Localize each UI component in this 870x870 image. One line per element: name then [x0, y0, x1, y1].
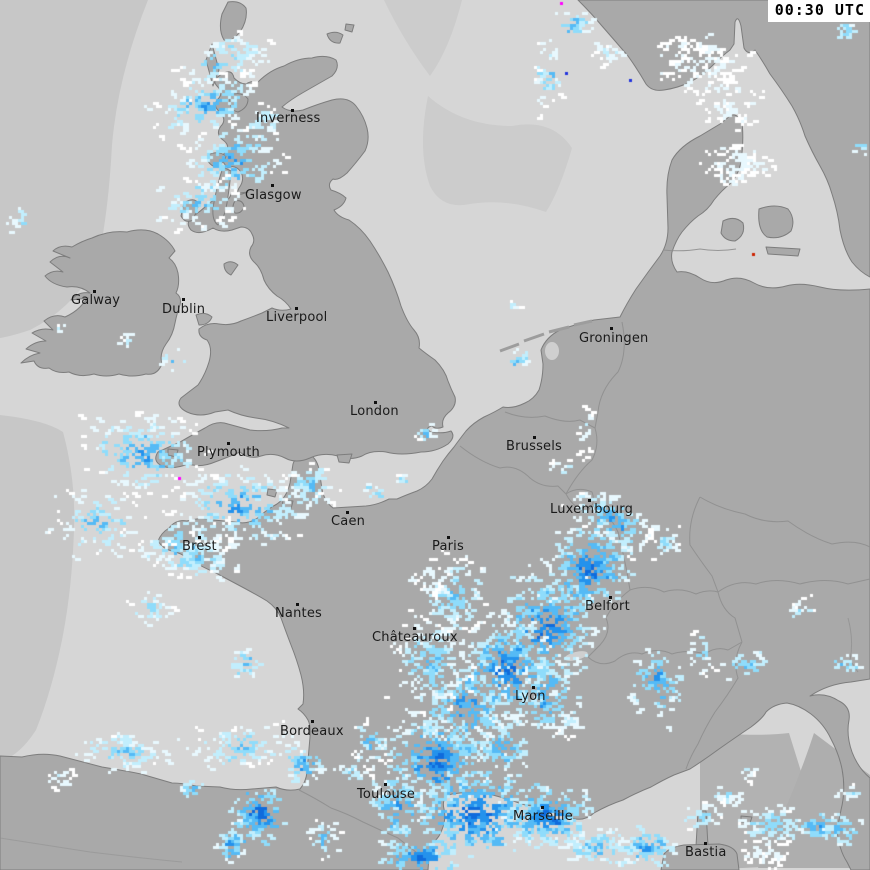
- city-dot: [610, 327, 613, 330]
- city-dot: [346, 511, 349, 514]
- city-label: London: [350, 404, 399, 419]
- city-label: Bordeaux: [280, 724, 344, 739]
- city-label: Brest: [182, 539, 217, 554]
- city-label: Brussels: [506, 439, 563, 454]
- city-dot: [295, 307, 298, 310]
- city-dot: [198, 536, 201, 539]
- city-dot: [311, 720, 314, 723]
- city-dot: [533, 436, 536, 439]
- city-label: Groningen: [579, 331, 649, 346]
- city-label: Plymouth: [197, 445, 260, 460]
- city-label: Luxembourg: [550, 502, 634, 517]
- city-label: Liverpool: [266, 310, 328, 325]
- city-label: Belfort: [585, 599, 630, 614]
- city-dot: [271, 184, 274, 187]
- city-dot: [609, 596, 612, 599]
- city-label: Inverness: [256, 111, 321, 126]
- city-dot: [227, 442, 230, 445]
- city-dot: [588, 499, 591, 502]
- city-label: Toulouse: [357, 787, 416, 802]
- city-label: Bastia: [685, 845, 727, 860]
- city-label: Galway: [71, 293, 121, 308]
- city-dot: [704, 842, 707, 845]
- city-label: Lyon: [515, 689, 546, 704]
- city-dot: [182, 298, 185, 301]
- city-dot: [447, 536, 450, 539]
- city-label: Châteauroux: [372, 630, 458, 645]
- city-dot: [296, 603, 299, 606]
- city-dot: [413, 627, 416, 630]
- city-dot: [532, 686, 535, 689]
- city-label: Glasgow: [245, 188, 302, 203]
- city-dot: [291, 109, 294, 112]
- city-label: Dublin: [162, 302, 206, 317]
- city-label: Marseille: [513, 809, 573, 824]
- city-dot: [541, 806, 544, 809]
- city-dot: [374, 401, 377, 404]
- city-label: Nantes: [275, 606, 322, 621]
- timestamp-text: 00:30 UTC: [774, 1, 865, 19]
- timestamp-badge: 00:30 UTC: [767, 0, 870, 22]
- city-label: Caen: [331, 514, 366, 529]
- city-dot: [384, 783, 387, 786]
- city-label: Paris: [432, 539, 464, 554]
- city-dot: [93, 290, 96, 293]
